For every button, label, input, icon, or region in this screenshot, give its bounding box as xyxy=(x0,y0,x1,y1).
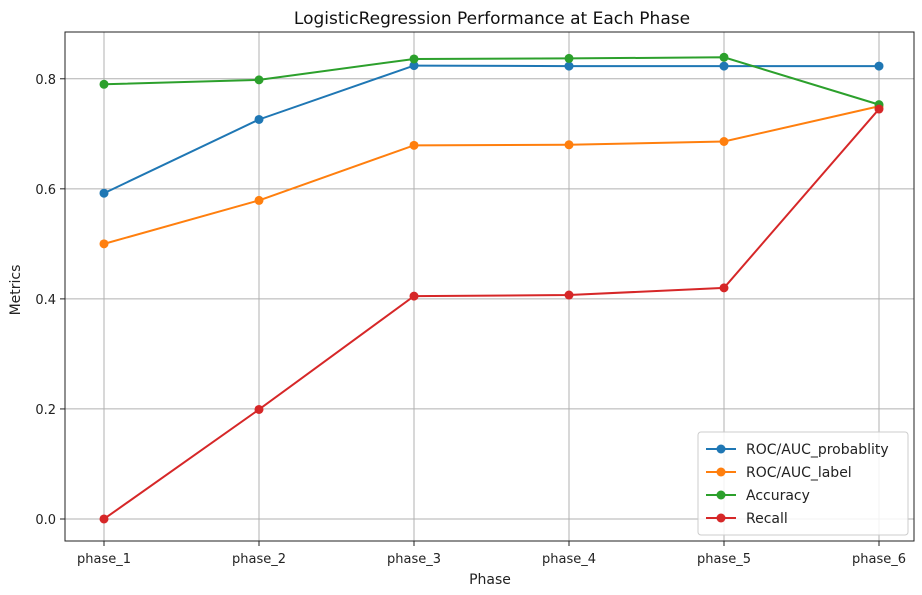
series-Accuracy xyxy=(99,52,884,110)
data-point xyxy=(719,283,729,293)
y-tick-label: 0.8 xyxy=(35,73,56,88)
legend-label: Accuracy xyxy=(746,488,810,504)
series-line xyxy=(103,108,880,520)
x-tick-label: phase_2 xyxy=(232,552,286,567)
legend-swatch-marker xyxy=(716,444,726,454)
x-tick-label: phase_3 xyxy=(387,552,441,567)
data-point xyxy=(564,61,574,71)
y-tick-label: 0.4 xyxy=(35,293,56,308)
data-point xyxy=(874,104,884,114)
data-point xyxy=(254,75,264,85)
y-axis: 0.0 0.2 0.4 0.6 0.8 xyxy=(35,73,65,528)
data-point xyxy=(719,52,729,62)
data-point xyxy=(874,61,884,71)
legend-label: Recall xyxy=(746,511,788,527)
legend-swatch-marker xyxy=(716,467,726,477)
legend-swatch-marker xyxy=(716,513,726,523)
data-point xyxy=(564,140,574,150)
data-point xyxy=(409,291,419,301)
data-point xyxy=(409,54,419,64)
series-ROC/AUC_label xyxy=(99,101,884,249)
data-point xyxy=(719,137,729,147)
x-axis: phase_1 phase_2 phase_3 phase_4 phase_5 phase… xyxy=(77,541,906,567)
data-point xyxy=(254,114,264,124)
x-tick-label: phase_1 xyxy=(77,552,131,567)
series-Recall xyxy=(99,104,884,524)
data-point xyxy=(409,140,419,150)
series-line xyxy=(103,56,880,106)
series-line xyxy=(103,105,880,245)
series-layer xyxy=(99,52,884,524)
y-tick-label: 0.0 xyxy=(35,513,56,528)
x-tick-label: phase_5 xyxy=(697,552,751,567)
x-axis-title: Phase xyxy=(469,572,511,588)
y-tick-label: 0.2 xyxy=(35,403,56,418)
data-point xyxy=(254,195,264,205)
data-point xyxy=(99,514,109,524)
chart-title: LogisticRegression Performance at Each P… xyxy=(294,9,690,29)
series-line xyxy=(103,64,879,195)
x-tick-label: phase_6 xyxy=(852,552,906,567)
data-point xyxy=(99,188,109,198)
data-point xyxy=(719,61,729,71)
legend-label: ROC/AUC_probablity xyxy=(746,442,889,458)
plot-frame xyxy=(64,31,915,542)
data-point xyxy=(254,404,264,414)
data-point xyxy=(564,290,574,300)
y-tick-label: 0.6 xyxy=(35,183,56,198)
x-tick-label: phase_4 xyxy=(542,552,596,567)
y-axis-title: Metrics xyxy=(8,265,24,316)
legend: ROC/AUC_probablity ROC/AUC_label Accuracy R… xyxy=(697,431,909,536)
legend-label: ROC/AUC_label xyxy=(746,465,852,481)
data-point xyxy=(99,79,109,89)
data-point xyxy=(564,53,574,63)
data-point xyxy=(99,239,109,249)
data-point xyxy=(409,61,419,71)
legend-box xyxy=(697,431,909,536)
legend-swatch-marker xyxy=(716,490,726,500)
